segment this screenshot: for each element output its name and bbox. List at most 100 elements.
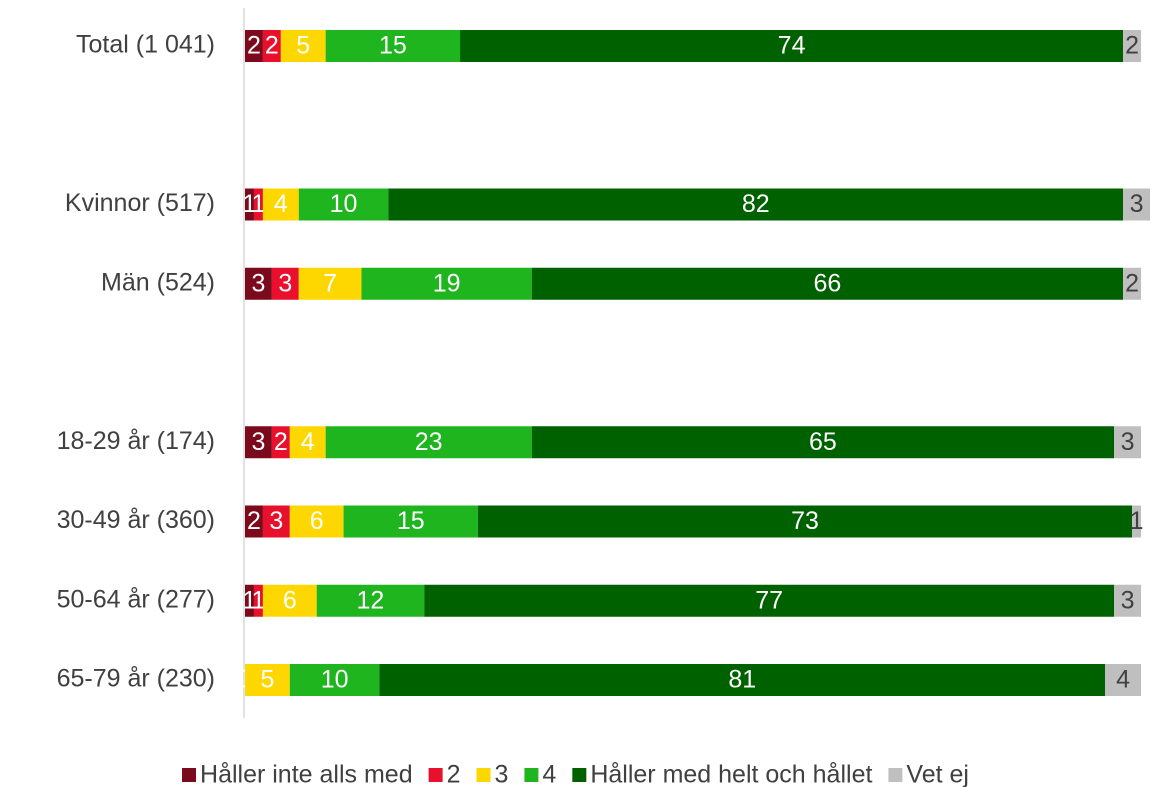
legend-swatch xyxy=(524,768,539,782)
bar-segment xyxy=(379,664,1106,696)
bar-segment xyxy=(1123,30,1142,62)
data-label: 4 xyxy=(274,190,288,218)
data-label: 2 xyxy=(247,507,261,535)
bar-segment xyxy=(245,584,254,617)
legend-label: 4 xyxy=(542,761,556,787)
bar-segment xyxy=(1123,188,1150,221)
legend-label: Vet ej xyxy=(906,761,969,787)
bar-segment xyxy=(1114,426,1142,459)
legend-swatch xyxy=(182,768,197,782)
legend-swatch xyxy=(476,768,491,782)
data-label: 2 xyxy=(247,32,261,60)
bar-segment xyxy=(289,505,344,538)
data-label: 82 xyxy=(742,190,770,218)
legend-label: Håller med helt och hållet xyxy=(590,761,872,787)
bar-segment xyxy=(245,664,290,696)
legend-label: 2 xyxy=(447,761,461,787)
bar-segment xyxy=(262,505,290,538)
data-label: 23 xyxy=(415,428,443,456)
bar-segment xyxy=(245,505,263,538)
data-label: 7 xyxy=(323,269,337,297)
bar-segment xyxy=(271,426,290,459)
bar-segment xyxy=(316,584,425,617)
data-label: 3 xyxy=(1121,586,1135,614)
bar-segment xyxy=(262,584,317,617)
bar-segment xyxy=(253,188,263,221)
data-label: 19 xyxy=(433,269,461,297)
bar-segment xyxy=(325,30,461,62)
y-tick-label: 50-64 år (277) xyxy=(57,585,215,613)
bar-segment xyxy=(343,505,478,538)
data-label: 3 xyxy=(1130,190,1144,218)
legend-swatch xyxy=(572,768,587,782)
bar-segment xyxy=(1114,584,1142,617)
data-label: 1 xyxy=(1130,507,1144,535)
data-label: 5 xyxy=(260,666,274,694)
y-tick-label: 65-79 år (230) xyxy=(57,665,215,693)
data-label: 3 xyxy=(1121,428,1135,456)
data-label: 81 xyxy=(728,666,756,694)
legend-label: 3 xyxy=(495,761,509,787)
y-tick-label: 18-29 år (174) xyxy=(57,427,215,455)
data-label: 6 xyxy=(310,507,324,535)
data-label: 3 xyxy=(269,507,283,535)
data-label: 6 xyxy=(283,586,297,614)
bar-segment xyxy=(298,267,362,300)
data-label: 66 xyxy=(814,269,842,297)
data-label: 10 xyxy=(330,190,358,218)
bar-segment xyxy=(1105,664,1142,696)
data-label: 3 xyxy=(251,428,265,456)
bar-segment xyxy=(271,267,299,300)
bar-segment xyxy=(460,30,1124,62)
data-label: 12 xyxy=(357,586,385,614)
data-label: 1 xyxy=(251,190,265,218)
data-label: 2 xyxy=(1125,32,1139,60)
data-label: 4 xyxy=(301,428,315,456)
data-label: 1 xyxy=(243,586,257,614)
data-label: 15 xyxy=(397,507,425,535)
bar-segment xyxy=(289,426,326,459)
legend-swatch xyxy=(888,768,903,782)
data-label: 65 xyxy=(809,428,837,456)
bar-segment xyxy=(245,30,263,62)
bar-segment xyxy=(424,584,1115,617)
data-label: 2 xyxy=(1125,269,1139,297)
data-label: 77 xyxy=(755,586,783,614)
data-label: 15 xyxy=(379,32,407,60)
legend-swatch xyxy=(428,768,443,782)
bar-segment xyxy=(245,267,272,300)
data-label: 74 xyxy=(778,32,806,60)
y-tick-label: Män (524) xyxy=(101,268,215,296)
bar-segment xyxy=(262,30,281,62)
bar-segment xyxy=(477,505,1133,538)
bar-segment xyxy=(325,426,532,459)
data-label: 5 xyxy=(296,32,310,60)
y-tick-label: Kvinnor (517) xyxy=(65,189,215,217)
bar-segment xyxy=(531,267,1124,300)
y-tick-label: Total (1 041) xyxy=(76,31,215,59)
bar-segment xyxy=(245,188,254,221)
y-tick-label: 30-49 år (360) xyxy=(57,506,215,534)
bar-segment xyxy=(388,188,1124,221)
bar-segment xyxy=(361,267,532,300)
data-label: 3 xyxy=(278,269,292,297)
data-label: 3 xyxy=(251,269,265,297)
data-label: 2 xyxy=(274,428,288,456)
legend: Håller inte alls med 2 3 4 Håller med helt o… xyxy=(182,761,969,787)
bar-segment xyxy=(262,188,299,221)
bar-segment xyxy=(1132,505,1142,538)
bar-segment xyxy=(289,664,380,696)
bar-segment xyxy=(245,426,272,459)
data-label: 2 xyxy=(265,32,279,60)
bar-segment xyxy=(280,30,326,62)
data-label: 73 xyxy=(791,507,819,535)
bar-segment xyxy=(298,188,389,221)
bar-segment xyxy=(531,426,1115,459)
bar-segment xyxy=(1123,267,1142,300)
legend-label: Håller inte alls med xyxy=(200,761,413,787)
data-label: 1 xyxy=(243,190,257,218)
data-label: 1 xyxy=(251,586,265,614)
data-label: 4 xyxy=(1116,666,1130,694)
data-label: 10 xyxy=(321,666,349,694)
